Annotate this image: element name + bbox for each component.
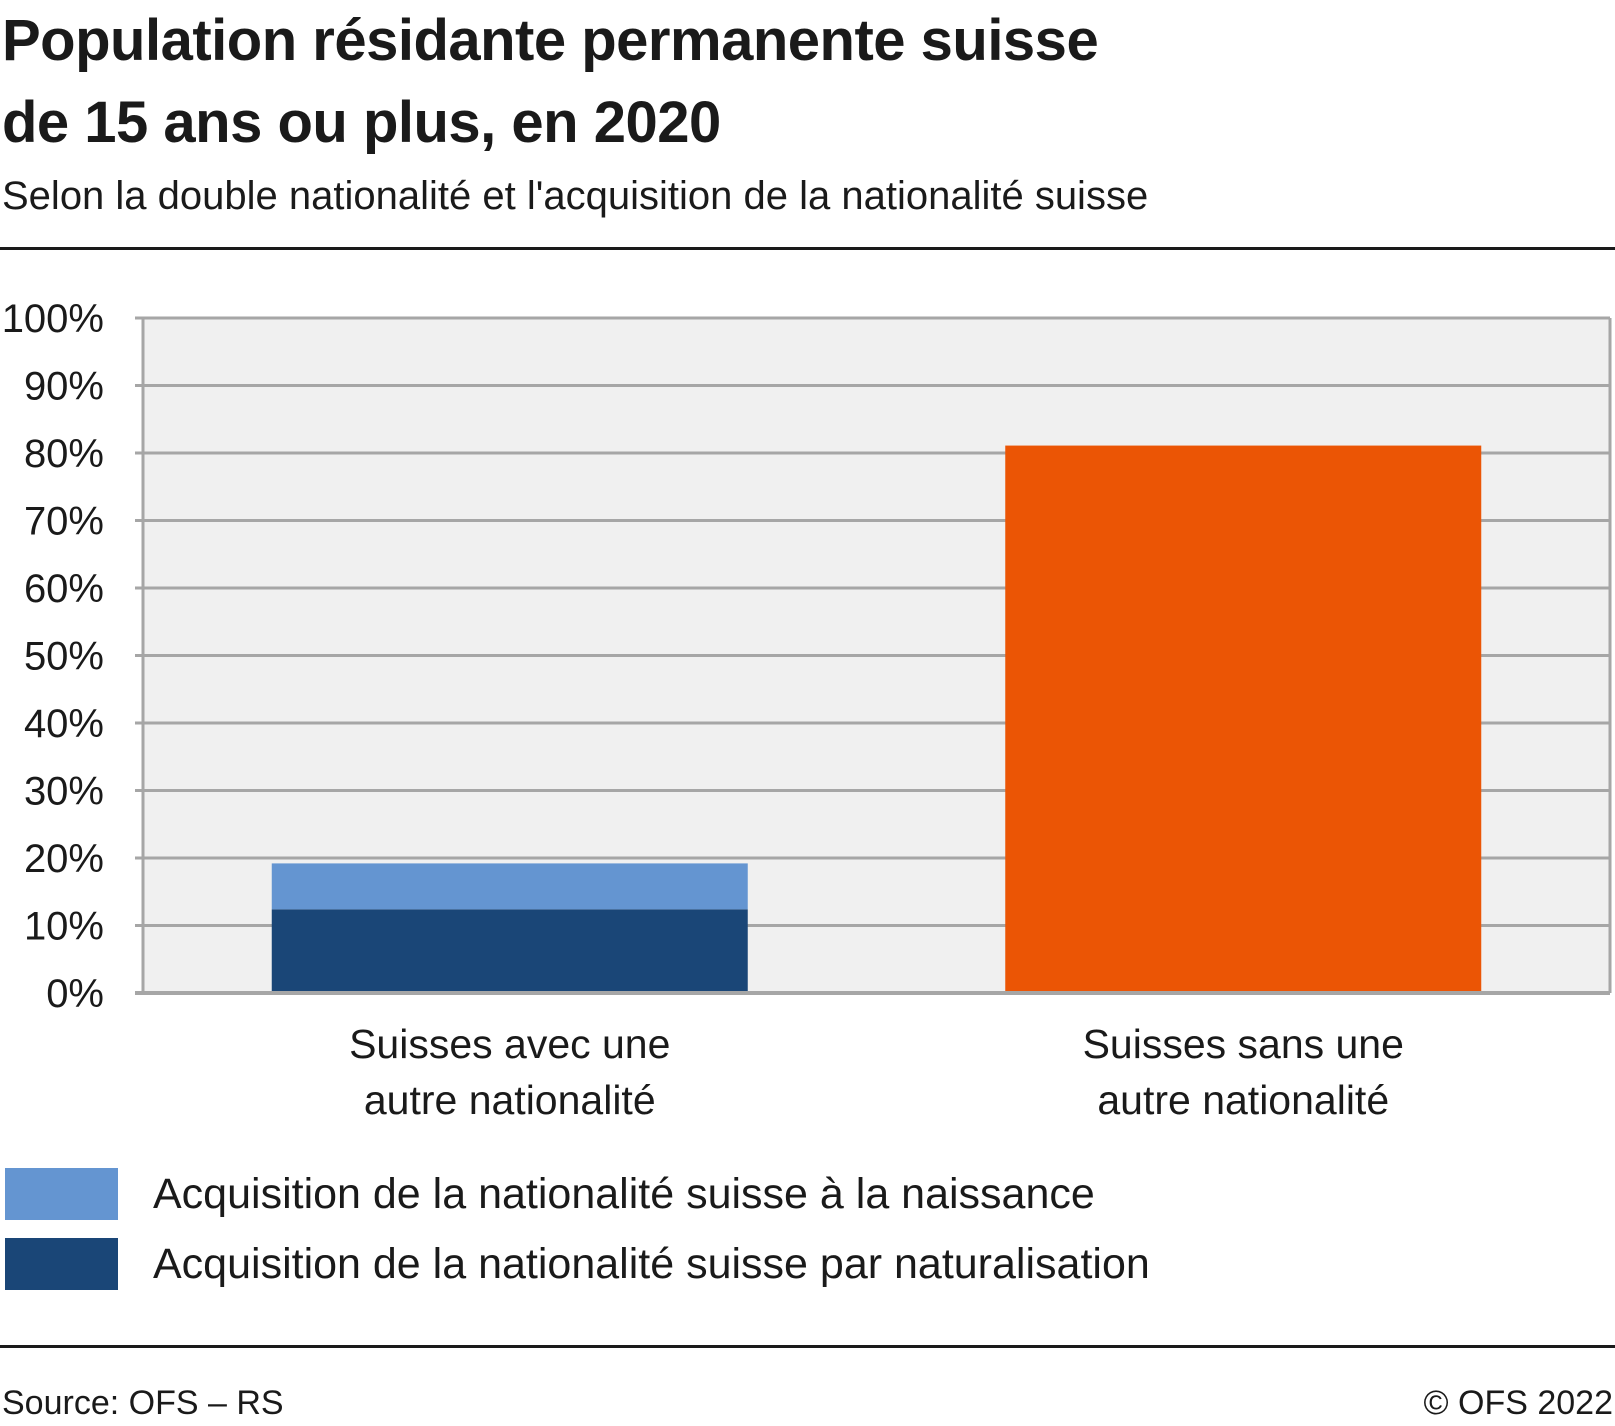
legend-label-birth: Acquisition de la nationalité suisse à l… xyxy=(153,1170,1095,1218)
y-tick-label: 0% xyxy=(46,972,104,1016)
y-tick-label: 10% xyxy=(24,905,104,949)
chart-subtitle: Selon la double nationalité et l'acquisi… xyxy=(2,174,1149,218)
y-tick-label: 100% xyxy=(2,297,104,341)
bar-without xyxy=(1005,445,1482,993)
chart-title-line-2: de 15 ans ou plus, en 2020 xyxy=(2,90,721,155)
y-tick-label: 80% xyxy=(24,432,104,476)
x-category-label: Suisses sans une xyxy=(1083,1021,1404,1067)
y-tick-label: 50% xyxy=(24,635,104,679)
legend-swatch-birth xyxy=(5,1168,118,1220)
y-tick-label: 30% xyxy=(24,770,104,814)
chart-title-line-1: Population résidante permanente suisse xyxy=(2,8,1099,73)
y-tick-label: 40% xyxy=(24,702,104,746)
legend-item-naturalisation: Acquisition de la nationalité suisse par… xyxy=(5,1238,1150,1290)
y-tick-label: 60% xyxy=(24,567,104,611)
y-tick-label: 20% xyxy=(24,837,104,881)
legend-swatch-naturalisation xyxy=(5,1238,118,1290)
legend-label-naturalisation: Acquisition de la nationalité suisse par… xyxy=(153,1240,1150,1288)
header-divider xyxy=(0,247,1615,250)
y-tick-label: 90% xyxy=(24,365,104,409)
copyright-note: © OFS 2022 xyxy=(1423,1384,1613,1422)
bar-naturalisation xyxy=(271,909,748,993)
y-tick-label: 70% xyxy=(24,500,104,544)
bar-chart: 0% 10% 20% 30% 40% 50% 60% 70% 80% 90% 100% Suisses… xyxy=(2,297,1612,1123)
x-category-label: autre nationalité xyxy=(364,1077,656,1123)
source-note: Source: OFS – RS xyxy=(2,1384,284,1422)
x-category-label: Suisses avec une xyxy=(349,1021,670,1067)
legend-item-birth: Acquisition de la nationalité suisse à l… xyxy=(5,1168,1150,1220)
bar-birth xyxy=(271,863,748,910)
legend: Acquisition de la nationalité suisse à l… xyxy=(5,1168,1150,1308)
footer-divider xyxy=(0,1345,1615,1348)
chart-title: Population résidante permanente suisse d… xyxy=(2,0,1582,164)
x-category-label: autre nationalité xyxy=(1097,1077,1389,1123)
